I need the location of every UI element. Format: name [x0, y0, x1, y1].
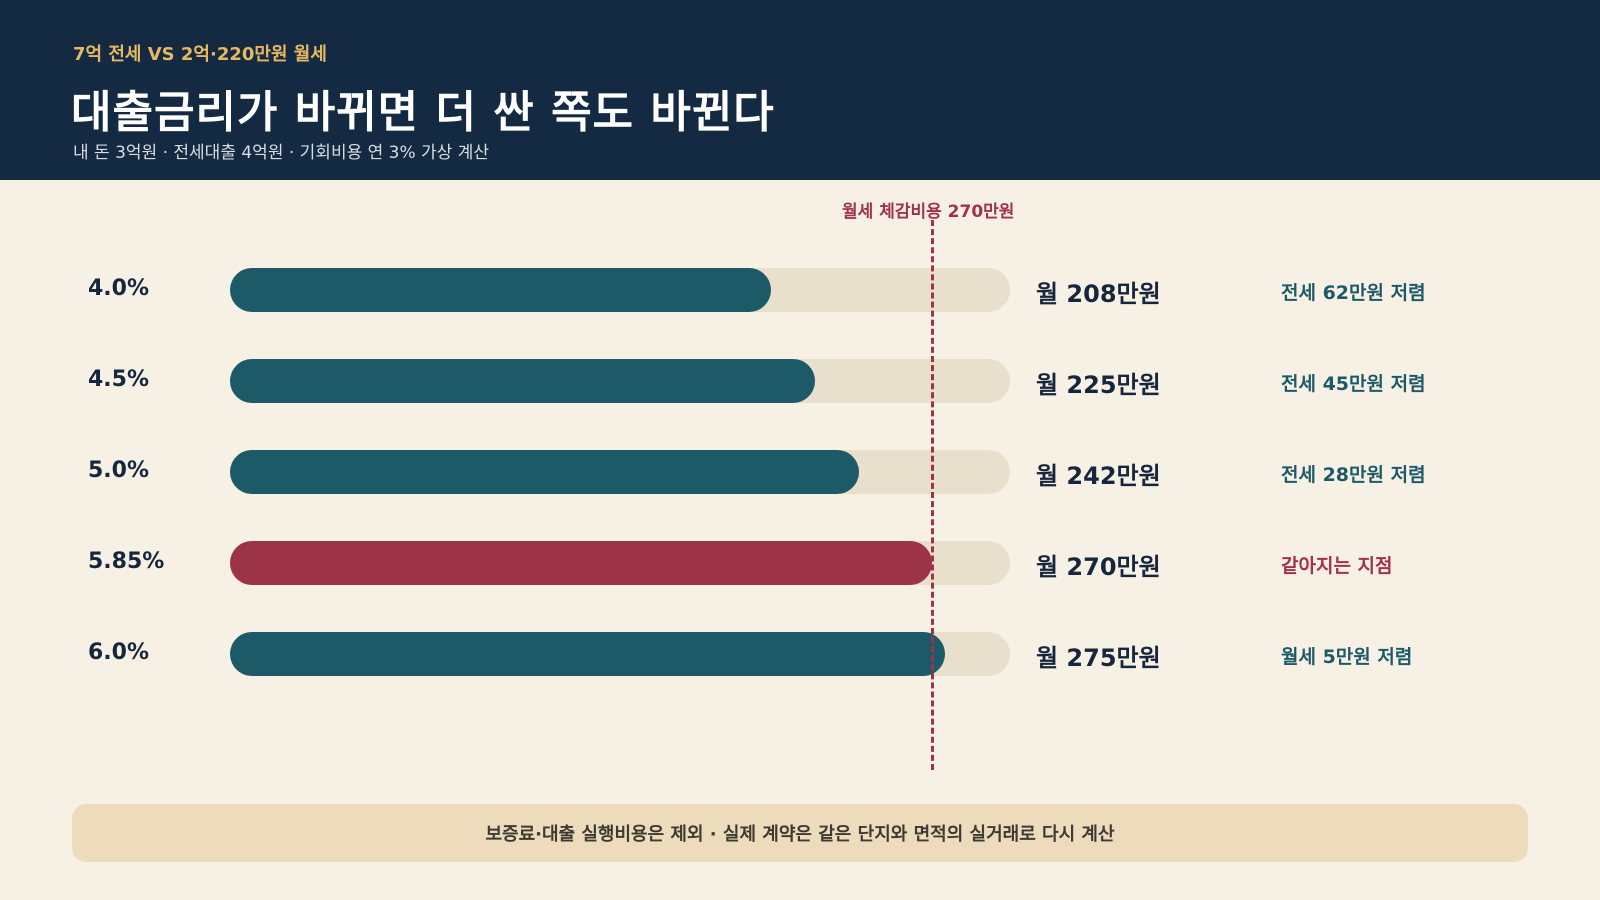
bar-highlight	[230, 541, 932, 585]
bar	[230, 450, 860, 494]
comparison-note: 전세 28만원 저렴	[1281, 464, 1426, 486]
data-label: 월 270만원	[1036, 553, 1161, 581]
chart-row: 4.5% 월 225만원 전세 45만원 저렴	[0, 359, 1600, 403]
footer-note: 보증료·대출 실행비용은 제외 · 실제 계약은 같은 단지와 면적의 실거래로…	[72, 804, 1528, 862]
chart-row: 5.0% 월 242만원 전세 28만원 저렴	[0, 450, 1600, 494]
page-title: 대출금리가 바뀌면 더 싼 쪽도 바뀐다	[71, 87, 775, 138]
eyebrow-text: 7억 전세 VS 2억·220만원 월세	[73, 44, 327, 65]
category-label: 5.0%	[88, 458, 150, 483]
footer-note-text: 보증료·대출 실행비용은 제외 · 실제 계약은 같은 단지와 면적의 실거래로…	[485, 824, 1115, 845]
bar-track	[230, 632, 1010, 676]
category-label: 5.85%	[88, 549, 165, 574]
page-subtitle: 내 돈 3억원 · 전세대출 4억원 · 기회비용 연 3% 가상 계산	[73, 143, 490, 163]
chart-row: 6.0% 월 275만원 월세 5만원 저렴	[0, 632, 1600, 676]
header-banner: 7억 전세 VS 2억·220만원 월세 대출금리가 바뀌면 더 싼 쪽도 바뀐…	[0, 0, 1600, 180]
chart-row: 4.0% 월 208만원 전세 62만원 저렴	[0, 268, 1600, 312]
bar	[230, 632, 945, 676]
bar-track	[230, 268, 1010, 312]
category-label: 4.0%	[88, 276, 150, 301]
bar-track	[230, 541, 1010, 585]
comparison-note: 같아지는 지점	[1281, 555, 1393, 577]
data-label: 월 208만원	[1036, 280, 1161, 308]
bar	[230, 268, 771, 312]
comparison-note: 전세 45만원 저렴	[1281, 373, 1426, 395]
reference-line	[931, 220, 934, 770]
comparison-note: 월세 5만원 저렴	[1281, 646, 1413, 668]
data-label: 월 225만원	[1036, 371, 1161, 399]
chart-row: 5.85% 월 270만원 같아지는 지점	[0, 541, 1600, 585]
data-label: 월 275만원	[1036, 644, 1161, 672]
comparison-note: 전세 62만원 저렴	[1281, 282, 1426, 304]
bar	[230, 359, 815, 403]
data-label: 월 242만원	[1036, 462, 1161, 490]
bar-track	[230, 450, 1010, 494]
category-label: 6.0%	[88, 640, 150, 665]
reference-line-label: 월세 체감비용 270만원	[842, 202, 1015, 222]
category-label: 4.5%	[88, 367, 150, 392]
bar-track	[230, 359, 1010, 403]
